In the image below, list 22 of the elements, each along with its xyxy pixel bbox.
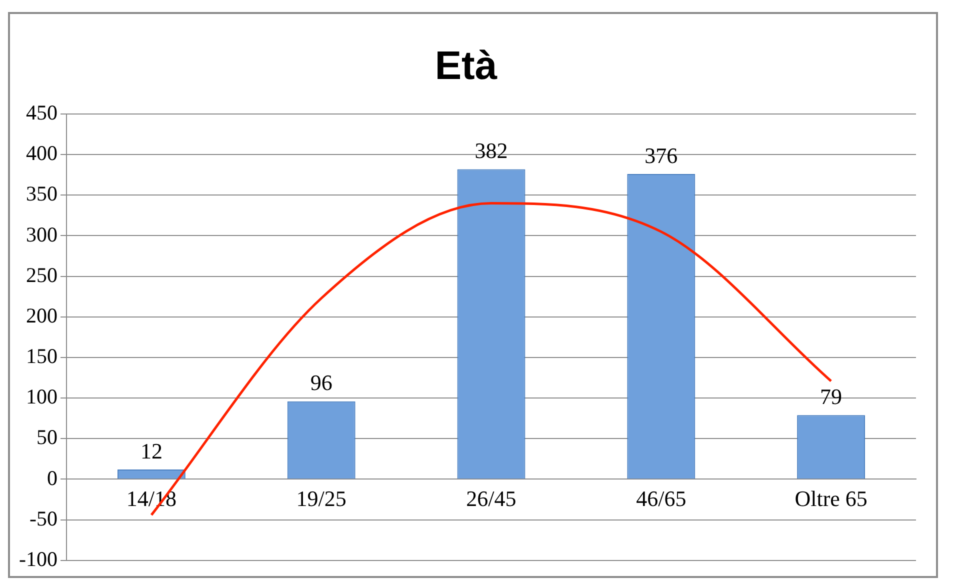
y-tick-label: 150 bbox=[26, 344, 58, 368]
y-tick-label: -50 bbox=[29, 506, 58, 530]
chart-title: Età bbox=[434, 44, 498, 88]
x-tick-label: 19/25 bbox=[296, 486, 346, 512]
y-tick-label: 250 bbox=[26, 262, 58, 287]
data-label: 376 bbox=[644, 142, 678, 168]
y-tick-label: 200 bbox=[26, 303, 58, 328]
y-tick-label: 0 bbox=[46, 466, 58, 490]
y-tick-label: 450 bbox=[26, 100, 58, 125]
data-label: 96 bbox=[310, 370, 332, 396]
y-tick-label: -100 bbox=[18, 546, 58, 571]
y-tick-label: 300 bbox=[26, 222, 58, 246]
x-tick-label: Oltre 65 bbox=[794, 486, 868, 512]
y-tick-label: 100 bbox=[26, 384, 58, 409]
data-label: 382 bbox=[474, 138, 508, 163]
y-tick-label: 350 bbox=[26, 182, 58, 206]
y-tick-label: 50 bbox=[36, 425, 58, 450]
x-tick-label: 26/45 bbox=[466, 486, 516, 512]
data-label: 79 bbox=[820, 384, 842, 409]
x-tick-label: 46/65 bbox=[636, 486, 686, 512]
y-tick-label: 400 bbox=[26, 141, 58, 166]
data-label: 12 bbox=[140, 438, 162, 464]
